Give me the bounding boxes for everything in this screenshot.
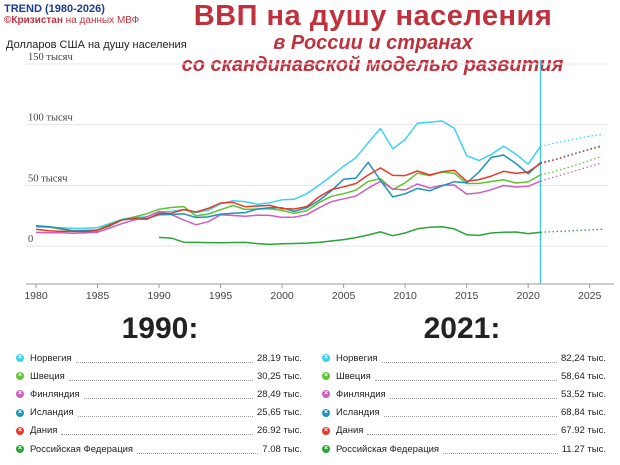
gdp-line-chart: 0 50 тысяч 100 тысяч 150 тысяч 1980 1985 1990 1…: [24, 52, 614, 302]
series-forecast-sweden: [540, 155, 603, 176]
series-line-russia: [158, 225, 541, 246]
legend-leader-dots: [75, 354, 254, 363]
legend-row-russia: × Российская Федерация 11.27 тыс.: [322, 442, 606, 456]
x-tick-label: 2005: [332, 290, 356, 302]
series-forecast-iceland: [540, 144, 603, 164]
x-tick-label: 2000: [270, 290, 294, 302]
x-tick-label: 2010: [393, 290, 417, 302]
legend-row-sweden: × Швеция 30,25 тыс.: [16, 369, 302, 383]
page-subtitle-2: со скандинавской моделью развития: [181, 54, 564, 76]
legend-leader-dots: [137, 445, 259, 454]
x-tick-label: 1995: [209, 290, 233, 302]
panel-year-2021: 2021:: [423, 312, 501, 345]
legend-value: 67.92 тыс.: [561, 425, 606, 437]
legend-value: 28,19 тыс.: [257, 352, 302, 364]
legend-value: 11.27 тыс.: [561, 443, 606, 455]
legend-country-name: Исландия: [30, 407, 74, 419]
legend-leader-dots: [77, 408, 254, 418]
legend-marker-icon: ×: [322, 408, 330, 417]
legend-country-name: Исландия: [336, 407, 380, 419]
legend-value: 28,49 тыс.: [257, 388, 302, 400]
legend-marker-icon: ×: [16, 390, 24, 399]
legend-country-name: Норвегия: [336, 352, 378, 364]
x-tick-label: 2015: [455, 290, 479, 302]
x-tick-label: 2020: [516, 290, 540, 302]
brand-credit-name: ©Кризистан: [4, 15, 63, 26]
legend-value: 68,84 тыс.: [561, 407, 606, 419]
legend-row-finland: × Финляндия 28,49 тыс.: [16, 387, 302, 401]
panel-year-1990: 1990:: [121, 312, 199, 345]
series-forecast-finland: [540, 162, 603, 182]
legend-value: 30,25 тыс.: [257, 370, 302, 382]
legend-leader-dots: [381, 354, 558, 363]
legend-row-norway: × Норвегия 82,24 тыс.: [322, 351, 606, 365]
legend-value: 82,24 тыс.: [561, 352, 606, 364]
legend-value: 25,65 тыс.: [257, 407, 302, 419]
y-tick-label: 150 тысяч: [28, 52, 74, 63]
brand-title: TREND (1980-2026): [4, 3, 105, 15]
x-tick-label: 1985: [86, 290, 110, 302]
x-tick-label: 1990: [147, 290, 171, 302]
series-line-denmark: [35, 162, 541, 233]
legend-leader-dots: [389, 390, 558, 399]
series-forecast-russia: [540, 228, 603, 233]
legend-marker-icon: ×: [16, 408, 24, 417]
legend-value: 26.92 тыс.: [257, 425, 302, 437]
legend-country-name: Дания: [30, 425, 58, 437]
legend-value: 53,52 тыс.: [561, 388, 606, 400]
x-tick-label: 2025: [578, 290, 602, 302]
legend-marker-icon: ×: [322, 372, 330, 381]
legend-country-name: Российская Федерация: [30, 443, 134, 455]
series-line-sweden: [35, 171, 541, 232]
legend-country-name: Норвегия: [30, 352, 72, 364]
legend-row-iceland: × Исландия 68,84 тыс.: [322, 406, 606, 420]
legend-marker-icon: ×: [16, 354, 24, 362]
legend-leader-dots: [383, 408, 558, 418]
legend-country-name: Российская Федерация: [336, 443, 440, 455]
legend-row-finland: × Финляндия 53,52 тыс.: [322, 387, 606, 401]
legend-leader-dots: [68, 372, 254, 381]
y-tick-label: 100 тысяч: [28, 113, 74, 124]
y-tick-label: 0: [28, 234, 33, 245]
legend-country-name: Швеция: [336, 370, 371, 382]
legend-country-name: Финляндия: [30, 388, 80, 400]
legend-row-denmark: × Дания 67.92 тыс.: [322, 424, 606, 438]
legend-marker-icon: ×: [322, 426, 330, 435]
y-tick-label: 50 тысяч: [28, 173, 68, 184]
legend-country-name: Финляндия: [336, 388, 386, 400]
legend-marker-icon: ×: [16, 372, 24, 381]
legend-value: 58,64 тыс.: [561, 370, 606, 382]
legend-marker-icon: ×: [322, 390, 330, 399]
legend-row-sweden: × Швеция 58,64 тыс.: [322, 369, 606, 383]
legend-marker-icon: ×: [322, 445, 330, 453]
legend-leader-dots: [367, 426, 558, 436]
legend-country-name: Швеция: [30, 370, 65, 382]
x-tick-label: 1980: [24, 290, 48, 302]
brand-credit: ©Кризистан на данных МВФ: [4, 15, 139, 26]
legend-leader-dots: [374, 372, 558, 381]
page-subtitle-1: в России и странах: [273, 32, 473, 54]
legend-leader-dots: [61, 426, 254, 436]
legend-marker-icon: ×: [16, 445, 24, 453]
legend-row-russia: × Российская Федерация 7.08 тыс.: [16, 442, 302, 456]
brand-credit-source: на данных МВФ: [62, 15, 140, 26]
legend-row-denmark: × Дания 26.92 тыс.: [16, 424, 302, 438]
series-line-finland: [35, 180, 541, 235]
page-title: ВВП на душу населения: [193, 0, 553, 32]
legend-value: 7.08 тыс.: [262, 443, 302, 455]
legend-marker-icon: ×: [322, 354, 330, 362]
legend-row-norway: × Норвегия 28,19 тыс.: [16, 351, 302, 365]
legend-leader-dots: [443, 445, 558, 454]
series-forecast-norway: [540, 133, 603, 147]
legend-row-iceland: × Исландия 25,65 тыс.: [16, 406, 302, 420]
series-forecast-denmark: [540, 145, 603, 165]
legend-marker-icon: ×: [16, 426, 24, 435]
legend-country-name: Дания: [336, 425, 364, 437]
legend-leader-dots: [83, 390, 254, 399]
y-axis-title: Долларов США на душу населения: [6, 39, 187, 51]
